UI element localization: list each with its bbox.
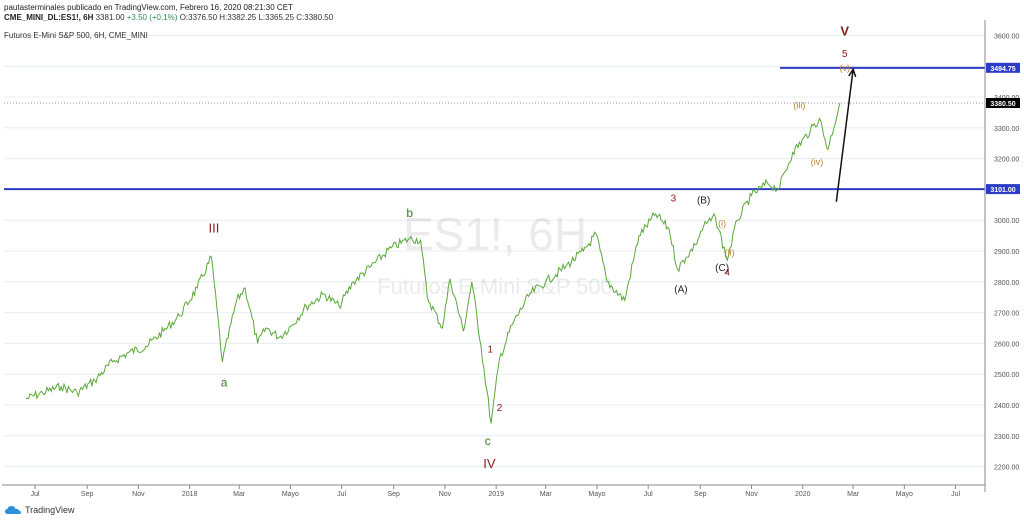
wave-label: (ii) [725, 248, 735, 258]
wave-label: b [406, 206, 413, 220]
wave-label: 5 [842, 49, 848, 60]
y-tick-label: 3300.00 [994, 126, 1019, 133]
x-tick-label: Mar [847, 491, 860, 498]
tradingview-cloud-icon [5, 506, 21, 514]
y-tick-label: 2400.00 [994, 403, 1019, 410]
x-tick-label: Sep [694, 491, 707, 498]
wave-label: III [209, 221, 220, 236]
x-tick-label: Jul [337, 491, 346, 498]
wave-labels: V 5 (v) (iii) (iv) (B) (i) (ii) (C)4 3 (A) b III a 1 2 c… [209, 23, 850, 471]
x-tick-label: 2018 [182, 491, 198, 498]
price-tags: 3494.75 3380.50 3101.00 [986, 62, 1020, 195]
y-tick-label: 2800.00 [994, 280, 1019, 287]
publisher-line: pautasterminales publicado en TradingVie… [4, 3, 293, 12]
x-tick-label: Jul [31, 491, 40, 498]
y-tick-label: 2300.00 [994, 434, 1019, 441]
watermark-symbol: ES1!, 6H [403, 208, 587, 260]
wave-label: 3 [671, 194, 677, 205]
watermark: ES1!, 6H Futuros E-Mini S&P 500 [377, 208, 613, 299]
wave-label: 1 [488, 345, 494, 356]
y-tick-label: 2900.00 [994, 249, 1019, 256]
wave-label: (iii) [793, 100, 805, 110]
y-tick-label: 2600.00 [994, 341, 1019, 348]
x-tick-label: Sep [81, 491, 94, 498]
x-tick-label: 2020 [795, 491, 811, 498]
wave-label: (B) [697, 195, 710, 206]
horizontal-lines[interactable] [4, 66, 985, 191]
y-tick-label: 3000.00 [994, 218, 1019, 225]
instrument-label: Futuros E-Mini S&P 500, 6H, CME_MINI [4, 31, 148, 40]
x-tick-label: Mayo [282, 491, 299, 498]
tradingview-footer[interactable]: TradingView [4, 505, 75, 515]
wave-label: (i) [718, 218, 726, 228]
y-tick-label: 3200.00 [994, 157, 1019, 164]
price-tag-box [986, 98, 1020, 109]
price-line [25, 103, 841, 424]
projection-arrow-line [835, 69, 854, 202]
price-tag-label: 3380.50 [990, 101, 1015, 108]
x-tick-label: Nov [745, 491, 758, 498]
wave-label: a [221, 376, 228, 390]
high-value: H:3382.25 [219, 13, 257, 22]
wave-label: (v) [839, 63, 850, 73]
wave-label: IV [483, 456, 496, 471]
wave-label: (A) [674, 285, 687, 296]
y-tick-label: 2200.00 [994, 465, 1019, 472]
price-tag-label: 3101.00 [990, 187, 1015, 194]
symbol-label[interactable]: CME_MINI_DL:ES1!, 6H [4, 13, 94, 22]
x-tick-label: Jul [644, 491, 653, 498]
y-tick-label: 3600.00 [994, 33, 1019, 40]
projection-arrow-head [848, 67, 857, 78]
price-tag-label: 3494.75 [990, 66, 1015, 73]
wave-label: 2 [497, 403, 503, 414]
tradingview-brand: TradingView [25, 505, 75, 515]
x-tick-label: Sep [387, 491, 400, 498]
wave-label: (C) [715, 263, 729, 274]
close-value: C:3380.50 [296, 13, 334, 22]
wave-label: 4 [724, 268, 730, 279]
x-tick-label: Mar [233, 491, 246, 498]
wave-label: c [485, 434, 491, 448]
price-tag-box [986, 62, 1020, 73]
y-tick-label: 2500.00 [994, 372, 1019, 379]
x-tick-label: Jul [951, 491, 960, 498]
x-tick-label: 2019 [488, 491, 504, 498]
price-tag-box [986, 184, 1020, 195]
x-tick-label: Mayo [588, 491, 605, 498]
wave-label: (iv) [811, 157, 824, 167]
symbol-ohlc-line: CME_MINI_DL:ES1!, 6H 3381.00 +3.50 (+0.1… [4, 13, 333, 22]
wave-label: V [840, 23, 849, 38]
price-series [25, 67, 857, 424]
low-value: L:3365.25 [258, 13, 295, 22]
price-change: +3.50 (+0.1%) [126, 13, 178, 22]
x-tick-label: Nov [439, 491, 452, 498]
last-price: 3381.00 [95, 13, 125, 22]
x-tick-label: Mayo [896, 491, 913, 498]
open-value: O:3376.50 [179, 13, 218, 22]
x-tick-label: Nov [132, 491, 145, 498]
y-tick-label: 2700.00 [994, 311, 1019, 318]
watermark-name: Futuros E-Mini S&P 500 [377, 274, 613, 299]
x-tick-label: Mar [540, 491, 553, 498]
